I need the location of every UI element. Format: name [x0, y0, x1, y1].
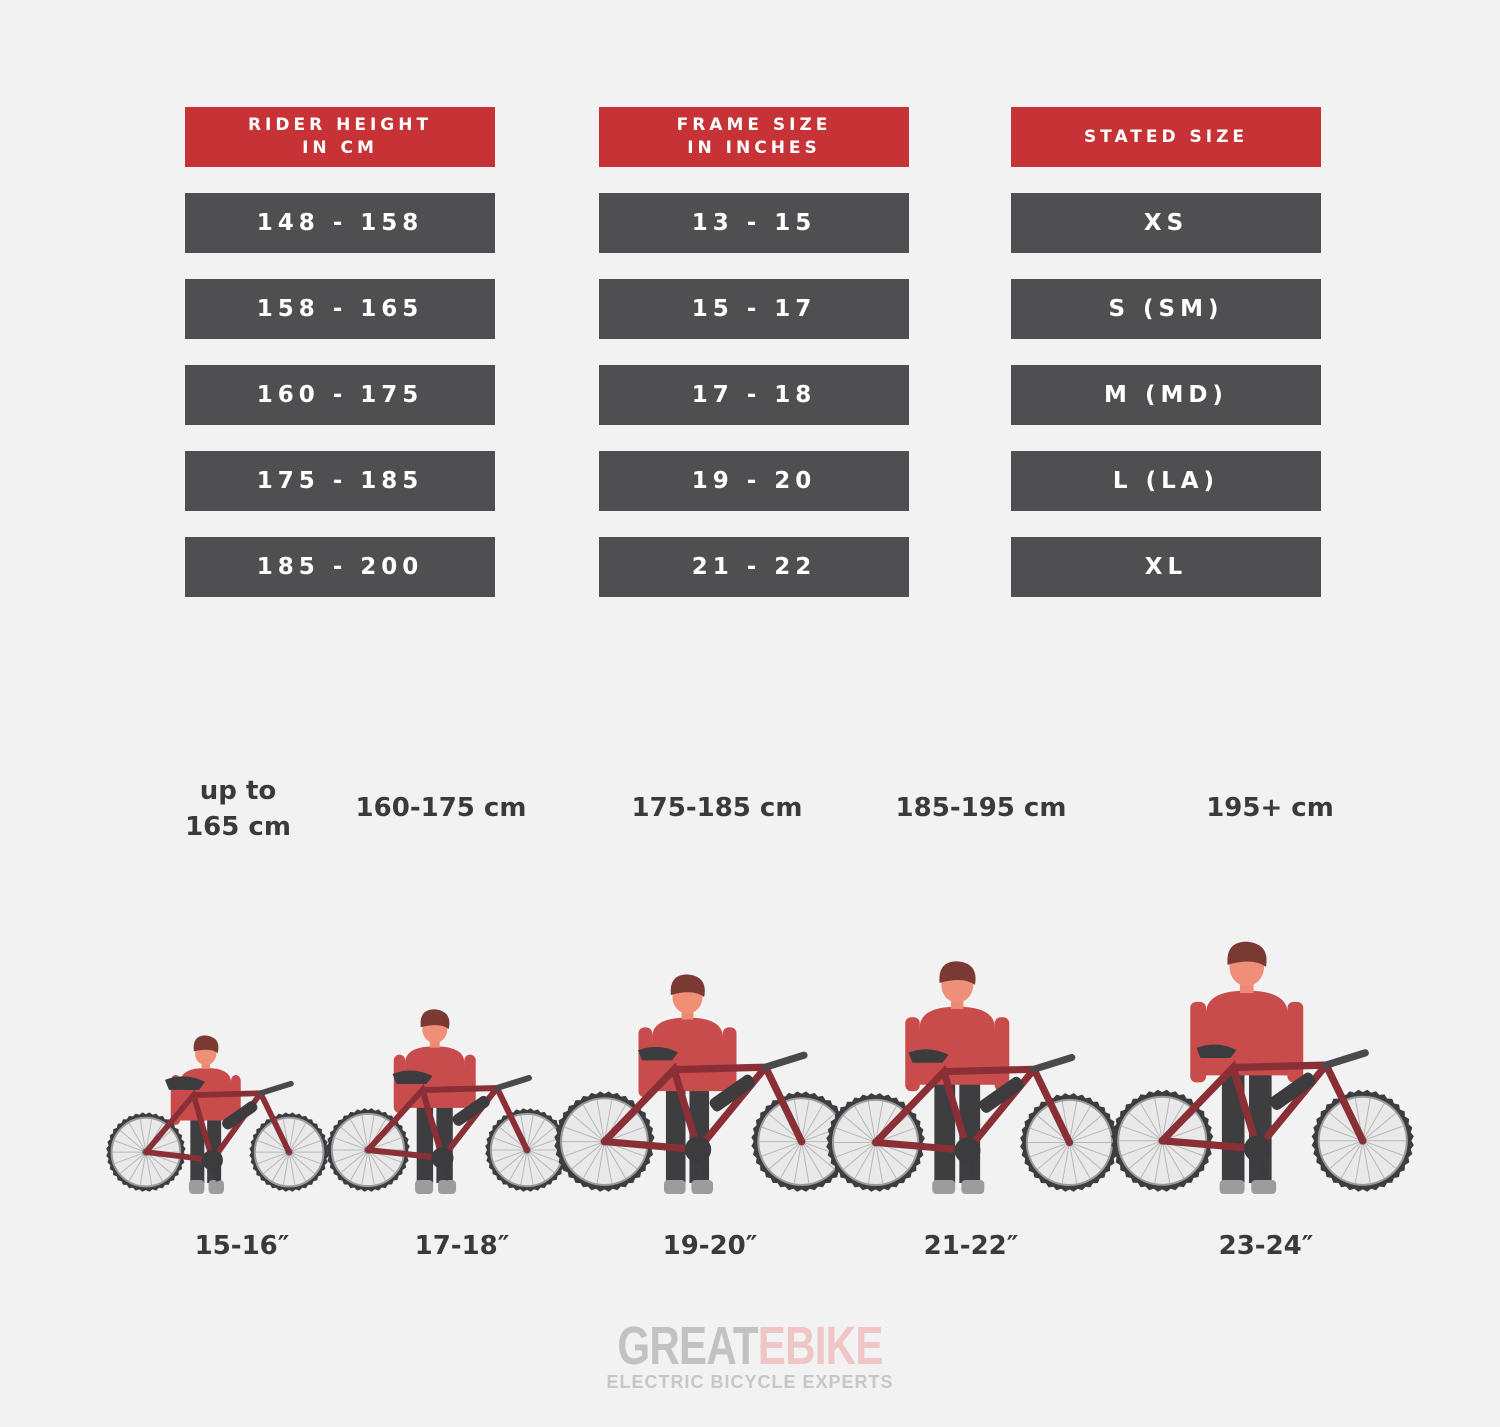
rider-height-label: up to 165 cm: [185, 776, 291, 842]
frame-size-label: 15-16″: [194, 1231, 290, 1261]
crank: [1244, 1135, 1271, 1163]
leg: [190, 1115, 205, 1183]
shoe: [1251, 1180, 1277, 1194]
stated-size-cell: XL: [1011, 537, 1321, 597]
rider-bike-illustration: [554, 974, 852, 1194]
frame-size-label: 17-18″: [414, 1231, 510, 1261]
neck: [951, 1000, 964, 1009]
stated-size-column: STATED SIZE XS S (SM) M (MD) L (LA) XL: [1011, 107, 1321, 597]
arm: [1190, 1001, 1207, 1083]
pedal-arm: [965, 1149, 977, 1178]
shoe: [1219, 1180, 1245, 1194]
battery: [452, 1095, 490, 1126]
stated-size-header: STATED SIZE: [1011, 107, 1321, 167]
neck: [429, 1041, 440, 1048]
torso: [917, 1006, 997, 1085]
battery: [709, 1074, 756, 1112]
stated-size-cell: L (LA): [1011, 451, 1321, 511]
frame-size-cell: 13 - 15: [599, 193, 909, 253]
handlebar: [1030, 1053, 1076, 1073]
rider-height-cell: 160 - 175: [185, 365, 495, 425]
logo-wordmark: GREATEBIKE: [617, 1316, 883, 1376]
saddle: [392, 1070, 433, 1084]
hair: [670, 974, 705, 998]
arm: [1287, 1001, 1304, 1083]
frame-size-cell: 17 - 18: [599, 365, 909, 425]
frame-size-header: FRAME SIZE IN INCHES: [599, 107, 909, 167]
shoe: [208, 1180, 224, 1194]
rider-height-label: 160-175 cm: [355, 793, 527, 823]
frame-size-label: 23-24″: [1218, 1231, 1314, 1261]
crank: [954, 1137, 981, 1164]
hair: [939, 961, 976, 985]
rider-bike-illustration: [826, 961, 1119, 1194]
shoe: [663, 1180, 686, 1194]
handlebar: [494, 1075, 532, 1091]
arm: [464, 1054, 476, 1114]
stated-size-cell: XS: [1011, 193, 1321, 253]
hair: [1227, 941, 1267, 967]
saddle: [908, 1049, 949, 1063]
handlebar: [1322, 1049, 1369, 1069]
frame-size-cell: 15 - 17: [599, 279, 909, 339]
frame-size-column: FRAME SIZE IN INCHES 13 - 15 15 - 17 17 …: [599, 107, 909, 597]
stated-size-cell: S (SM): [1011, 279, 1321, 339]
rider-height-label: 195+ cm: [1206, 793, 1334, 823]
leg: [934, 1079, 956, 1183]
hair: [420, 1009, 450, 1030]
shoe: [691, 1180, 713, 1194]
shoe: [961, 1180, 985, 1194]
rider-height-column: RIDER HEIGHT IN CM 148 - 158 158 - 165 1…: [185, 107, 495, 597]
logo-tagline: ELECTRIC BICYCLE EXPERTS: [606, 1372, 894, 1392]
arm: [722, 1027, 737, 1098]
frame-size-cell: 21 - 22: [599, 537, 909, 597]
frame-size-label: 19-20″: [662, 1231, 758, 1261]
saddle: [638, 1046, 678, 1061]
frame-size-label: 21-22″: [923, 1231, 1019, 1261]
saddle: [1196, 1044, 1237, 1059]
rider-height-cell: 148 - 158: [185, 193, 495, 253]
frame-size-cell: 19 - 20: [599, 451, 909, 511]
battery: [1269, 1072, 1316, 1110]
battery: [978, 1076, 1024, 1113]
greatebike-logo: GREATEBIKE ELECTRIC BICYCLE EXPERTS: [0, 1318, 1500, 1393]
stated-size-cell: M (MD): [1011, 365, 1321, 425]
pedal-arm: [695, 1148, 708, 1177]
shoe: [438, 1180, 457, 1194]
rider-height-cell: 175 - 185: [185, 451, 495, 511]
rider-height-label: 175-185 cm: [631, 793, 803, 823]
saddle: [165, 1076, 205, 1090]
rider-height-cell: 185 - 200: [185, 537, 495, 597]
rider-bike-illustration: [1111, 941, 1414, 1194]
rider-height-label: 185-195 cm: [895, 793, 1067, 823]
handlebar: [257, 1080, 294, 1097]
pedal-arm: [210, 1159, 221, 1182]
shoe: [932, 1180, 956, 1194]
neck: [1239, 984, 1254, 994]
neck: [681, 1011, 694, 1020]
shoe: [415, 1180, 434, 1194]
leg: [665, 1086, 686, 1183]
rider-bike-illustration: [106, 1035, 329, 1194]
torso: [1203, 990, 1290, 1076]
shoe: [188, 1180, 205, 1194]
hair: [193, 1035, 219, 1054]
rider-height-cell: 158 - 165: [185, 279, 495, 339]
neck: [201, 1063, 210, 1069]
battery: [222, 1101, 258, 1130]
leg: [416, 1102, 434, 1183]
pedal-arm: [440, 1157, 451, 1181]
rider-height-header: RIDER HEIGHT IN CM: [185, 107, 495, 167]
arm: [638, 1027, 653, 1098]
handlebar: [762, 1051, 808, 1071]
arm: [994, 1017, 1010, 1092]
rider-bike-illustration: [326, 1009, 569, 1194]
pedal-arm: [1255, 1148, 1268, 1177]
